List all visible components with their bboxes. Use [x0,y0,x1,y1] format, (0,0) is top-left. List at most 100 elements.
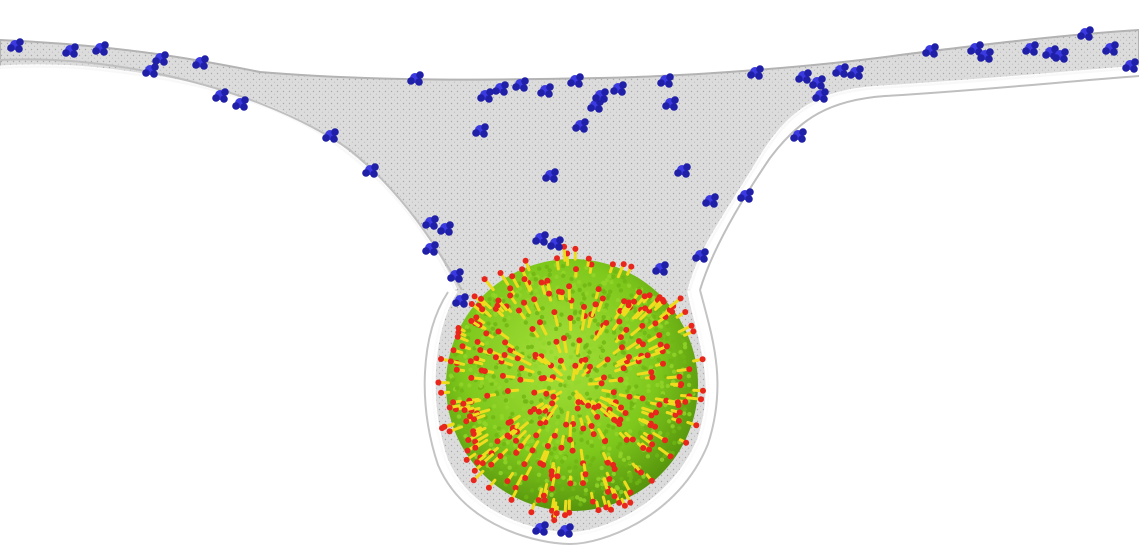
ligand-head [467,358,474,365]
ligand-head [648,369,655,376]
nanoparticle-bead [634,480,640,486]
ligand-head [517,443,524,450]
nanoparticle-bead [451,377,456,382]
ligand-head [639,395,646,402]
nanoparticle-bead [487,297,492,302]
nanoparticle-bead [599,473,604,478]
receptor-bead [62,49,70,57]
nanoparticle-bead [575,495,580,500]
ligand-head [567,436,573,443]
nanoparticle-bead [670,323,675,329]
ligand-head [484,392,491,399]
nanoparticle-bead [627,459,632,465]
nanoparticle-bead [540,468,545,474]
ligand-head [561,243,568,250]
nanoparticle-bead [560,263,566,269]
ligand-head [603,504,610,511]
receptor-bead [1111,41,1119,49]
receptor-molecule [492,81,509,96]
receptor-bead [841,63,849,71]
ligand-head [653,409,659,416]
nanoparticle-bead [682,407,687,412]
receptor-bead [746,188,754,196]
ligand-head [479,460,486,467]
receptor-bead [545,90,553,98]
nanoparticle-bead [628,478,633,483]
nanoparticle-bead [505,440,510,445]
ligand-head [567,480,574,487]
receptor-bead [212,94,220,102]
receptor-bead [547,242,555,250]
ligand-head [611,493,618,500]
receptor-molecule [407,71,424,86]
nanoparticle-bead [524,339,530,344]
nanoparticle-bead [589,439,594,445]
ligand-head [604,356,611,363]
nanoparticle-bead [560,459,565,464]
ligand-head [513,437,519,444]
nanoparticle-bead [607,446,612,451]
receptor-bead [150,70,158,78]
receptor-bead [820,95,828,103]
receptor-molecule [812,88,829,103]
receptor-bead [618,88,626,96]
ligand-head [636,338,642,345]
nanoparticle-bead [616,283,621,288]
ligand-head [521,461,528,468]
nanoparticle-bead [537,415,543,420]
nanoparticle-bead [604,302,609,308]
ligand-head [592,301,599,308]
receptor-bead [501,81,509,89]
receptor-bead [557,529,565,537]
nanoparticle-bead [625,417,630,422]
receptor-bead [799,128,807,136]
receptor-bead [431,215,439,223]
ligand-head [682,398,689,405]
receptor-bead [556,236,564,244]
ligand-head [509,273,516,280]
nanoparticle-bead [582,498,587,503]
receptor-bead [455,275,463,283]
receptor-bead [152,57,160,65]
nanoparticle-bead [606,452,611,457]
nanoparticle-bead [585,440,591,445]
ligand-head [576,337,583,344]
receptor-bead [331,128,339,136]
receptor-bead [756,65,764,73]
receptor-bead [652,267,660,275]
nanoparticle-bead [686,382,692,388]
ligand-head [662,437,668,444]
nanoparticle-bead [516,339,521,344]
ligand-head [438,356,444,362]
ligand-head [604,459,611,466]
ligand-head [548,468,555,475]
nanoparticle-bead [516,460,522,465]
receptor-molecule [967,41,984,56]
nanoparticle-bead [600,482,605,487]
receptor-molecule [652,261,669,276]
ligand-head [461,407,468,414]
ligand-head [626,393,633,400]
ligand-head [551,432,558,439]
ligand-head [481,276,488,283]
ligand-head [682,309,689,315]
receptor-bead [70,50,78,58]
ligand-head [470,477,477,484]
ligand-head [700,387,706,394]
receptor-molecule [512,77,529,92]
receptor-molecule [662,96,679,111]
receptor-bead [674,169,682,177]
nanoparticle-bead [540,425,546,430]
nanoparticle-bead [552,302,557,307]
nanoparticle-bead [576,280,582,285]
nanoparticle-bead [632,398,637,403]
nanoparticle-bead [658,430,663,436]
nanoparticle-bead [644,318,649,324]
ligand-head [497,270,504,276]
nanoparticle-bead [463,354,468,359]
receptor-bead [821,88,829,96]
ligand-head [447,358,454,365]
nanoparticle-bead [623,462,629,468]
receptor-bead [818,75,826,83]
